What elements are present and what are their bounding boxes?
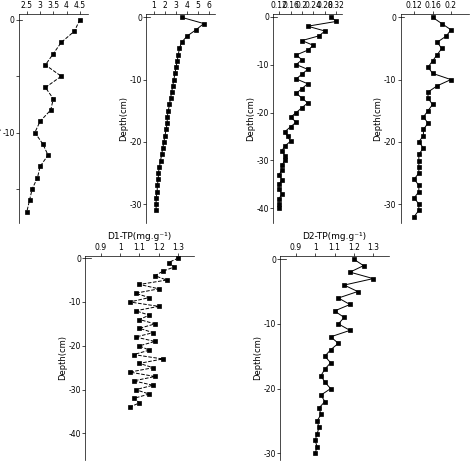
- Y-axis label: Depth(cm): Depth(cm): [0, 96, 1, 141]
- Title: D2-TP(mg.g⁻¹): D2-TP(mg.g⁻¹): [302, 232, 366, 241]
- Y-axis label: Depth(cm): Depth(cm): [58, 336, 67, 380]
- Title: D1-TP(mg.g⁻¹): D1-TP(mg.g⁻¹): [108, 232, 172, 241]
- Y-axis label: Depth(cm): Depth(cm): [374, 96, 383, 141]
- Y-axis label: Depth(cm): Depth(cm): [119, 96, 128, 141]
- Y-axis label: Depth(cm): Depth(cm): [253, 336, 262, 380]
- Y-axis label: Depth(cm): Depth(cm): [246, 96, 255, 141]
